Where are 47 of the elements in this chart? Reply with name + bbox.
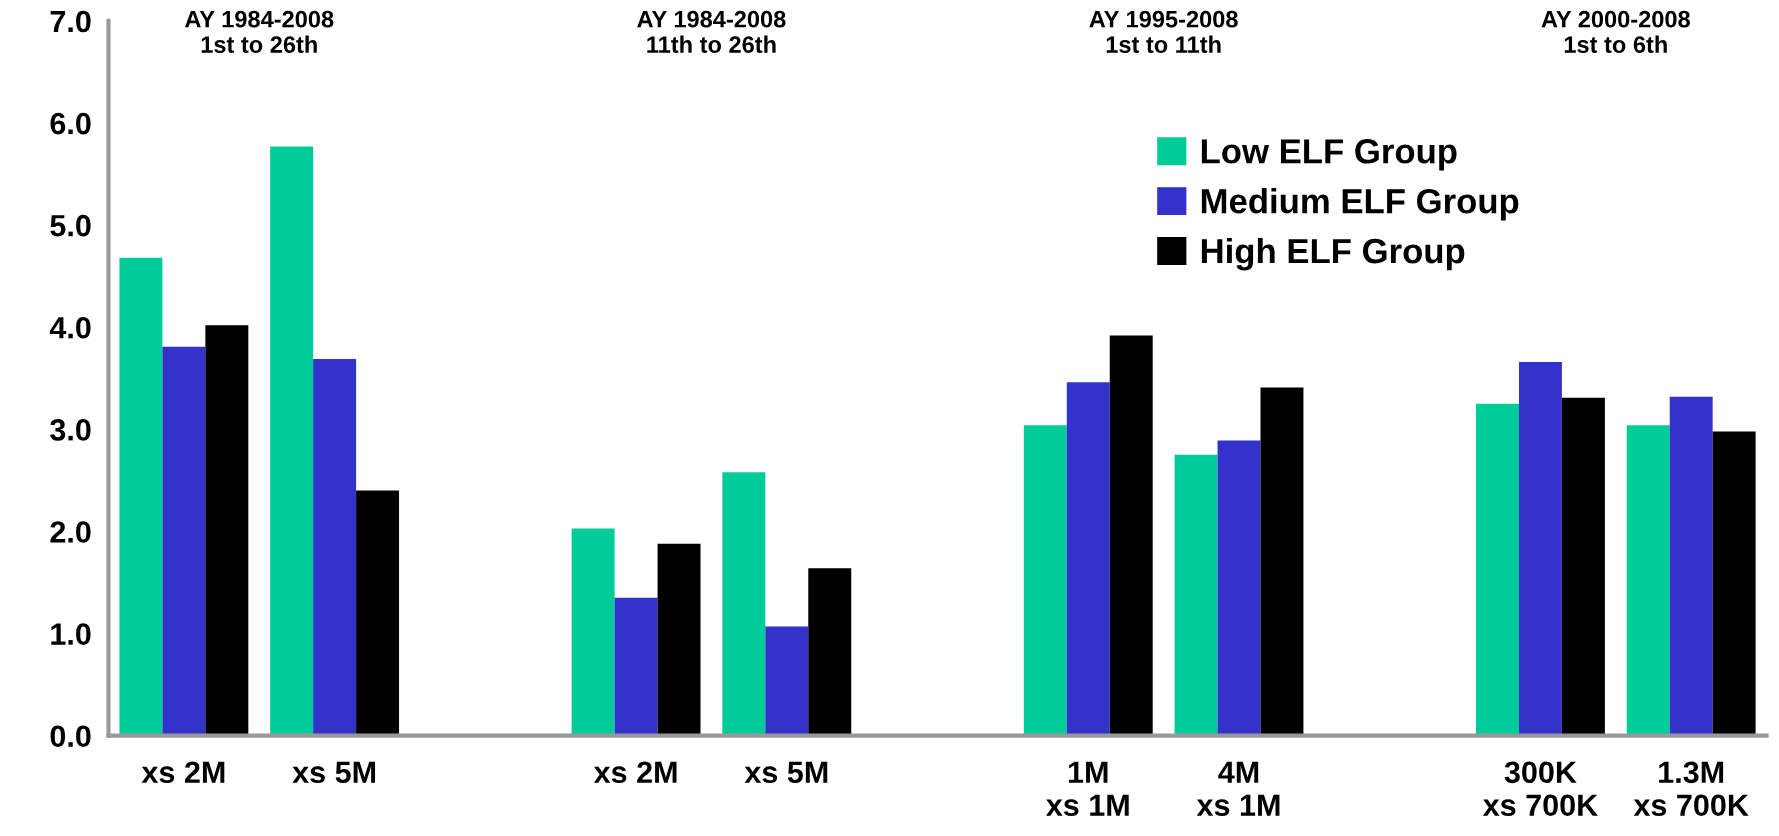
bar xyxy=(657,543,701,736)
bar xyxy=(313,358,357,736)
legend-label: Low ELF Group xyxy=(1201,139,1457,171)
bar xyxy=(1669,396,1713,736)
bar xyxy=(356,490,400,736)
bar xyxy=(119,257,163,736)
y-tick-label: 5.0 xyxy=(50,214,91,237)
bar xyxy=(1109,335,1153,736)
x-tick-label: 300K xs 700K xyxy=(1482,761,1598,817)
y-tick-label: 0.0 xyxy=(50,725,91,748)
bar xyxy=(1260,387,1304,736)
y-tick-label: 3.0 xyxy=(50,419,91,441)
x-tick-label: xs 5M xyxy=(744,761,828,784)
x-tick-label: 1M xs 1M xyxy=(1046,761,1129,817)
bar xyxy=(614,597,658,736)
annotation: AY 1984-2008 11th to 26th xyxy=(637,10,786,53)
bar xyxy=(1066,382,1110,736)
bar xyxy=(808,568,852,736)
bar xyxy=(1217,440,1261,736)
bar xyxy=(1476,403,1519,736)
bar xyxy=(765,626,809,736)
x-tick-label: 1.3M xs 700K xyxy=(1633,761,1749,817)
bar xyxy=(1712,431,1756,736)
y-tick-label: 7.0 xyxy=(50,10,91,33)
legend-label: High ELF Group xyxy=(1201,237,1465,271)
bar xyxy=(162,346,206,736)
bar xyxy=(1561,397,1605,736)
annotation: AY 1984-2008 1st to 26th xyxy=(184,10,334,53)
bar xyxy=(722,472,766,736)
bar xyxy=(270,146,314,736)
x-tick-label: 4M xs 1M xyxy=(1196,761,1280,817)
bar xyxy=(205,325,249,736)
y-tick-label: 1.0 xyxy=(51,623,91,645)
legend-label: Medium ELF Group xyxy=(1201,188,1519,221)
bar xyxy=(571,528,615,736)
y-tick-label: 6.0 xyxy=(50,112,91,135)
y-tick-label: 4.0 xyxy=(49,316,91,339)
x-tick-label: xs 5M xyxy=(292,761,376,784)
bar xyxy=(1626,425,1670,736)
annotation: AY 1995-2008 1st to 11th xyxy=(1089,10,1238,53)
x-tick-label: xs 2M xyxy=(141,761,225,784)
bar xyxy=(1023,425,1067,736)
y-tick-label: 2.0 xyxy=(50,521,91,543)
bar xyxy=(1518,361,1562,736)
annotation: AY 2000-2008 1st to 6th xyxy=(1541,10,1690,53)
x-tick-label: xs 2M xyxy=(593,761,677,784)
bar xyxy=(1174,454,1218,736)
